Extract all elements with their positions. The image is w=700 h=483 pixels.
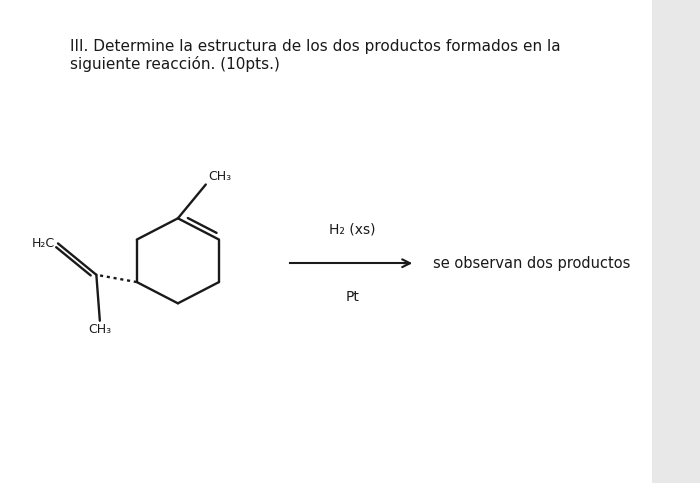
Text: CH₃: CH₃ — [208, 170, 231, 183]
Text: H₂ (xs): H₂ (xs) — [329, 223, 376, 237]
Text: CH₃: CH₃ — [88, 323, 111, 336]
Text: III. Determine la estructura de los dos productos formados en la
siguiente reacc: III. Determine la estructura de los dos … — [70, 39, 561, 72]
Text: Pt: Pt — [345, 290, 359, 304]
Text: H₂C: H₂C — [32, 237, 55, 250]
Text: se observan dos productos: se observan dos productos — [433, 256, 630, 271]
